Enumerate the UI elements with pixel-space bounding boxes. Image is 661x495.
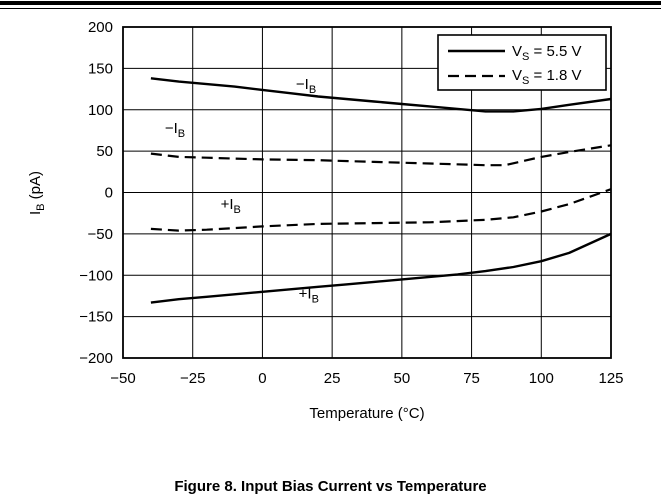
y-tick-label: 150: [88, 60, 113, 77]
series-line-3: [150, 188, 612, 232]
x-tick-label: 50: [394, 370, 411, 387]
x-tick-label: 0: [258, 370, 266, 387]
series-line-2: [150, 144, 612, 167]
top-rule-thick: [0, 1, 661, 5]
plot-frame: [122, 26, 612, 359]
y-axis-label: IB (pA): [27, 171, 47, 215]
series-line-1: [150, 232, 612, 304]
series-annotation: −IB: [165, 120, 185, 140]
chart: −IB −IB +IB +IB −50 −25 0 25 50 75 100 125 200 150 1…: [27, 19, 624, 422]
x-tick-label: 25: [324, 370, 341, 387]
series-annotation: −IB: [296, 76, 316, 96]
y-tick-label: −150: [79, 309, 113, 326]
y-tick-label: 50: [96, 143, 113, 160]
x-tick-label: 125: [598, 370, 623, 387]
legend-label-0: VS = 5.5 V: [512, 43, 581, 63]
grid: [123, 27, 611, 358]
x-tick-labels: −50 −25 0 25 50 75 100 125: [110, 370, 623, 387]
x-tick-label: 100: [529, 370, 554, 387]
series-annotation: +IB: [299, 285, 319, 305]
x-tick-label: −25: [180, 370, 205, 387]
legend-box: [437, 34, 607, 91]
x-tick-label: 75: [463, 370, 480, 387]
y-tick-label: 0: [105, 185, 113, 202]
legend: VS = 5.5 V VS = 1.8 V: [437, 34, 607, 91]
y-tick-label: −100: [79, 267, 113, 284]
y-tick-label: −50: [88, 226, 113, 243]
top-rule-thin: [0, 8, 661, 9]
x-tick-label: −50: [110, 370, 135, 387]
legend-label-1: VS = 1.8 V: [512, 67, 581, 87]
y-tick-labels: 200 150 100 50 0 −50 −100 −150 −200: [79, 19, 113, 367]
y-tick-label: −200: [79, 350, 113, 367]
series-line-0: [150, 77, 612, 113]
annotations: −IB −IB +IB +IB: [165, 76, 319, 305]
series-layer: [150, 77, 612, 304]
figure-caption: Figure 8. Input Bias Current vs Temperat…: [174, 478, 487, 495]
y-tick-label: 100: [88, 102, 113, 119]
series-annotation: +IB: [221, 196, 241, 216]
y-tick-label: 200: [88, 19, 113, 36]
x-axis-label: Temperature (°C): [309, 405, 424, 422]
